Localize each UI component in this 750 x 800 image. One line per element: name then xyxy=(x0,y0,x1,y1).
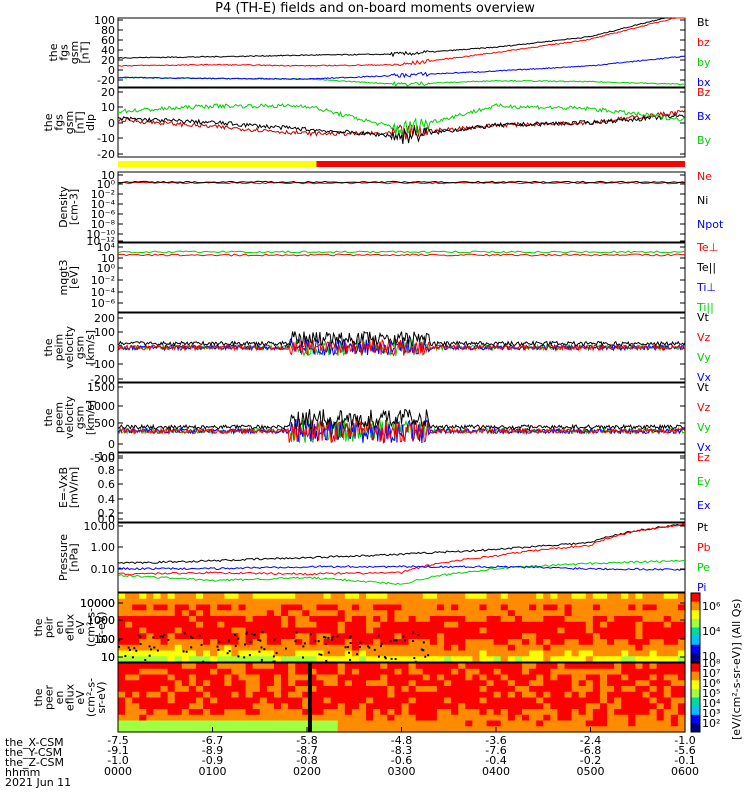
legend-entry: by xyxy=(697,56,711,69)
panel-frame-0 xyxy=(118,18,685,87)
legend-entry: Te|| xyxy=(696,261,716,274)
legend-entry: Bz xyxy=(697,86,711,99)
legend-entry: Vt xyxy=(697,381,710,394)
y-tick-label: 0.4 xyxy=(98,493,116,506)
legend-entry: Ne xyxy=(697,170,712,183)
y-axis-label: [cm-3] xyxy=(68,189,81,225)
legend-entry: Pt xyxy=(697,521,709,534)
legend-entry: Ez xyxy=(697,451,710,464)
y-tick-label: -10 xyxy=(97,132,115,145)
y-tick-label: 0.8 xyxy=(98,464,116,477)
y-tick-label: 0 xyxy=(108,117,115,130)
panel-frame-6 xyxy=(118,453,685,522)
colorbar-electron xyxy=(691,663,700,733)
y-tick-label: 10 xyxy=(101,101,115,114)
legend-entry: Npot xyxy=(697,218,724,231)
y-tick-label: 0.6 xyxy=(98,478,116,491)
y-tick-label: 1000 xyxy=(87,614,115,627)
y-axis-label: [km/s] xyxy=(84,330,97,365)
x-tick-hhmm: 0000 xyxy=(104,765,132,778)
legend-entry: Ey xyxy=(697,475,711,488)
trace-Te xyxy=(118,254,685,256)
y-tick-label: 10.00 xyxy=(84,520,116,533)
y-tick-label: -20 xyxy=(97,148,115,161)
legend-entry: Ni xyxy=(697,194,708,207)
colorbar-tick: 10⁴ xyxy=(702,625,721,638)
y-axis-label: sr-eV) xyxy=(95,681,108,713)
legend-entry: Pe xyxy=(697,561,710,574)
y-tick-label: 500 xyxy=(94,417,115,430)
trace-bz xyxy=(118,18,685,66)
date-label: 2021 Jun 11 xyxy=(5,777,71,788)
y-tick-label: 10⁻⁶ xyxy=(91,297,116,310)
legend-entry: Vz xyxy=(697,331,711,344)
colorbar-tick: 10² xyxy=(702,717,720,730)
spectrogram-2 xyxy=(118,663,686,733)
trace-Ti xyxy=(118,251,685,253)
legend-entry: Bx xyxy=(697,110,712,123)
legend-entry: Vt xyxy=(697,311,710,324)
y-tick-label: 10000 xyxy=(80,597,115,610)
y-axis-label: [km/s] xyxy=(84,400,97,435)
y-tick-label: 1500 xyxy=(87,381,115,394)
y-tick-label: 20 xyxy=(101,86,115,99)
colorbar-label: [eV/(cm²-s-sr-eV)] (All Qs) xyxy=(730,599,743,740)
y-tick-label: 0.10 xyxy=(91,563,116,576)
spectrogram-1 xyxy=(118,593,686,664)
legend-entry: Ti⊥ xyxy=(696,281,716,294)
legend-entry: bz xyxy=(697,36,710,49)
legend-entry: Bt xyxy=(697,16,710,29)
colorbar-ion xyxy=(691,593,700,663)
legend-entry: Pb xyxy=(697,541,711,554)
mode-bar-slow xyxy=(118,161,316,167)
legend-entry: Vz xyxy=(697,401,711,414)
x-tick-hhmm: 0600 xyxy=(671,765,699,778)
x-tick-hhmm: 0500 xyxy=(577,765,605,778)
x-tick-hhmm: 0100 xyxy=(199,765,227,778)
trace-Pt xyxy=(118,524,685,563)
x-tick-hhmm: 0200 xyxy=(293,765,321,778)
y-axis-label: [nT] xyxy=(79,41,92,63)
x-tick-hhmm: 0300 xyxy=(388,765,416,778)
y-tick-label: 1.00 xyxy=(91,541,116,554)
trace-Pi xyxy=(118,566,685,571)
trace-bx xyxy=(118,56,685,80)
y-tick-label: 0 xyxy=(108,342,115,355)
y-axis-label: [nPa] xyxy=(68,543,81,571)
y-axis-label: [mV/m] xyxy=(68,467,81,508)
colorbar-tick: 10⁶ xyxy=(702,600,721,613)
x-tick-hhmm: 0400 xyxy=(482,765,510,778)
panel-frame-3 xyxy=(118,243,685,312)
y-tick-label: 10 xyxy=(101,651,115,664)
legend-entry: Vy xyxy=(697,351,711,364)
legend-entry: Pi xyxy=(697,581,706,594)
trace-Pe xyxy=(118,560,685,584)
y-tick-label: 1.0 xyxy=(98,450,116,463)
legend-entry: By xyxy=(697,134,712,147)
trace-Bt xyxy=(118,18,685,58)
legend-entry: Te⊥ xyxy=(696,241,718,254)
y-axis-label: dlp xyxy=(84,114,97,131)
y-axis-label: [eV] xyxy=(68,266,81,289)
panel-frame-7 xyxy=(118,523,685,592)
y-tick-label: 200 xyxy=(94,312,115,325)
y-tick-label: 100 xyxy=(94,633,115,646)
legend-entry: Ex xyxy=(697,499,711,512)
mode-bar-fast xyxy=(316,161,685,167)
legend-entry: Vy xyxy=(697,421,711,434)
y-tick-label: 100 xyxy=(94,326,115,339)
